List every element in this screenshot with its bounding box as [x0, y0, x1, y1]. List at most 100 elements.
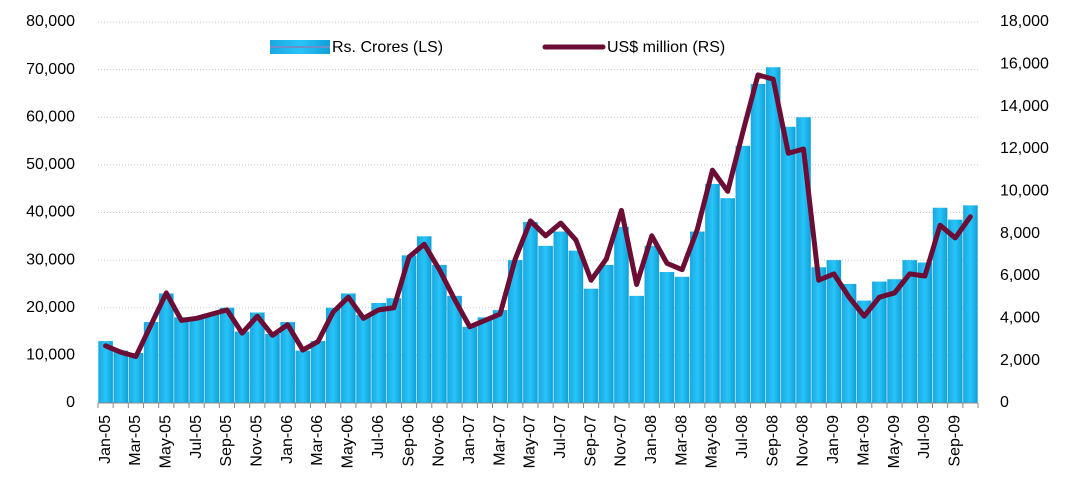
x-tick-label: Jul-08	[734, 415, 751, 459]
bar	[644, 245, 660, 403]
x-tick-label: Jul-06	[370, 415, 387, 459]
bar	[963, 205, 978, 403]
x-tick-label: May-06	[340, 415, 357, 468]
x-tick-label: Jan-07	[461, 415, 478, 464]
bar	[492, 310, 508, 403]
y-tick-label: 40,000	[26, 204, 75, 221]
x-tick-label: Mar-05	[127, 415, 144, 466]
bar	[401, 255, 417, 403]
bar	[386, 298, 402, 403]
bar	[902, 260, 918, 403]
bar	[932, 207, 948, 403]
y2-tick-label: 2,000	[1000, 352, 1040, 369]
x-tick-label: Sep-05	[218, 415, 235, 467]
x-tick-label: May-05	[157, 415, 174, 468]
y-tick-label: 30,000	[26, 251, 75, 268]
x-tick-label: May-07	[522, 415, 539, 468]
y2-tick-label: 10,000	[1000, 183, 1049, 200]
bar	[250, 312, 265, 403]
y2-tick-label: 14,000	[1000, 98, 1049, 115]
x-tick-label: Sep-06	[400, 415, 417, 467]
bar	[690, 231, 705, 403]
bar	[629, 295, 644, 403]
bar	[477, 317, 493, 403]
y2-tick-label: 6,000	[1000, 267, 1040, 284]
x-tick-label: Jul-07	[552, 415, 569, 459]
x-tick-label: Jul-05	[188, 415, 205, 459]
legend-label: US$ million (RS)	[607, 39, 725, 56]
bar	[568, 250, 584, 403]
bar	[158, 293, 174, 403]
bar	[826, 260, 842, 403]
bar	[341, 293, 356, 403]
bar	[371, 302, 386, 403]
x-tick-label: Nov-08	[795, 415, 812, 467]
x-tick-label: Mar-09	[855, 415, 872, 466]
bar	[705, 183, 720, 403]
bar	[113, 350, 129, 403]
y-tick-label: 80,000	[26, 13, 75, 30]
bar	[174, 317, 189, 403]
bar	[841, 283, 857, 403]
bar	[189, 317, 204, 403]
x-tick-label: Jul-09	[916, 415, 933, 459]
bar	[947, 219, 963, 403]
y2-tick-label: 12,000	[1000, 140, 1049, 157]
x-tick-label: Mar-07	[491, 415, 508, 466]
bar	[735, 145, 751, 403]
x-tick-label: May-08	[704, 415, 721, 468]
bar	[265, 333, 280, 403]
bar	[781, 126, 796, 404]
y2-tick-label: 16,000	[1000, 56, 1049, 73]
y-tick-label: 70,000	[26, 61, 75, 78]
bar	[887, 279, 902, 403]
y2-tick-label: 18,000	[1000, 13, 1049, 30]
x-tick-label: Nov-06	[431, 415, 448, 467]
legend-item: Rs. Crores (LS)	[270, 39, 443, 56]
bar	[98, 341, 113, 403]
y2-tick-label: 0	[1000, 394, 1009, 411]
bar	[325, 307, 341, 403]
x-tick-label: Nov-07	[613, 415, 630, 467]
bar	[811, 267, 826, 403]
bar	[295, 350, 311, 403]
x-tick-label: Sep-07	[582, 415, 599, 467]
x-tick-label: Mar-06	[309, 415, 326, 466]
bar	[872, 281, 887, 403]
bar	[432, 264, 447, 403]
bar	[462, 326, 478, 403]
x-tick-label: Jan-05	[97, 415, 114, 464]
x-tick-label: Mar-08	[673, 415, 690, 466]
bar	[674, 276, 690, 403]
bar	[219, 307, 235, 403]
y-tick-label: 50,000	[26, 156, 75, 173]
legend-item: US$ million (RS)	[542, 39, 725, 56]
bar	[507, 260, 523, 403]
bar	[143, 322, 159, 403]
bar	[234, 331, 250, 403]
x-tick-label: Sep-09	[946, 415, 963, 467]
bar	[447, 295, 462, 403]
bar	[416, 236, 432, 403]
bar	[659, 272, 675, 403]
bar	[856, 300, 872, 403]
bar	[614, 226, 629, 403]
bar	[598, 264, 614, 403]
y-tick-label: 20,000	[26, 299, 75, 316]
bar	[280, 322, 295, 403]
x-tick-label: Jan-08	[643, 415, 660, 464]
bar	[583, 288, 599, 403]
y-tick-label: 60,000	[26, 108, 75, 125]
bar	[750, 83, 766, 403]
bar	[523, 222, 538, 403]
y2-tick-label: 4,000	[1000, 310, 1040, 327]
y2-tick-label: 8,000	[1000, 225, 1040, 242]
x-tick-label: Nov-05	[249, 415, 266, 467]
y-tick-label: 0	[66, 394, 75, 411]
bar	[553, 231, 569, 403]
x-tick-label: Sep-08	[764, 415, 781, 467]
bar	[128, 352, 144, 403]
bar	[720, 198, 735, 403]
bar	[538, 245, 553, 403]
